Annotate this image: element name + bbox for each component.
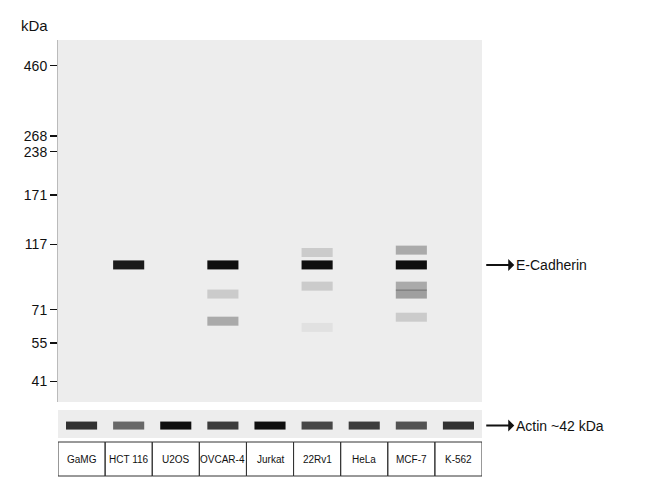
svg-text:HCT 116: HCT 116 xyxy=(109,454,149,465)
svg-text:238: 238 xyxy=(24,144,48,160)
svg-text:GaMG: GaMG xyxy=(67,454,97,465)
svg-text:460: 460 xyxy=(24,58,48,74)
svg-text:171: 171 xyxy=(24,187,48,203)
svg-text:OVCAR-4: OVCAR-4 xyxy=(200,454,245,465)
svg-text:MCF-7: MCF-7 xyxy=(396,454,427,465)
svg-text:Jurkat: Jurkat xyxy=(257,454,284,465)
svg-text:K-562: K-562 xyxy=(445,454,472,465)
svg-text:Actin ~42 kDa: Actin ~42 kDa xyxy=(516,418,604,434)
svg-text:41: 41 xyxy=(32,373,48,389)
svg-text:E-Cadherin: E-Cadherin xyxy=(516,257,587,273)
svg-text:268: 268 xyxy=(24,128,48,144)
svg-text:55: 55 xyxy=(32,335,48,351)
svg-text:71: 71 xyxy=(32,302,48,318)
svg-text:22Rv1: 22Rv1 xyxy=(303,454,332,465)
svg-text:HeLa: HeLa xyxy=(352,454,376,465)
svg-text:U2OS: U2OS xyxy=(162,454,190,465)
svg-text:kDa: kDa xyxy=(21,17,48,34)
svg-text:117: 117 xyxy=(25,236,48,252)
